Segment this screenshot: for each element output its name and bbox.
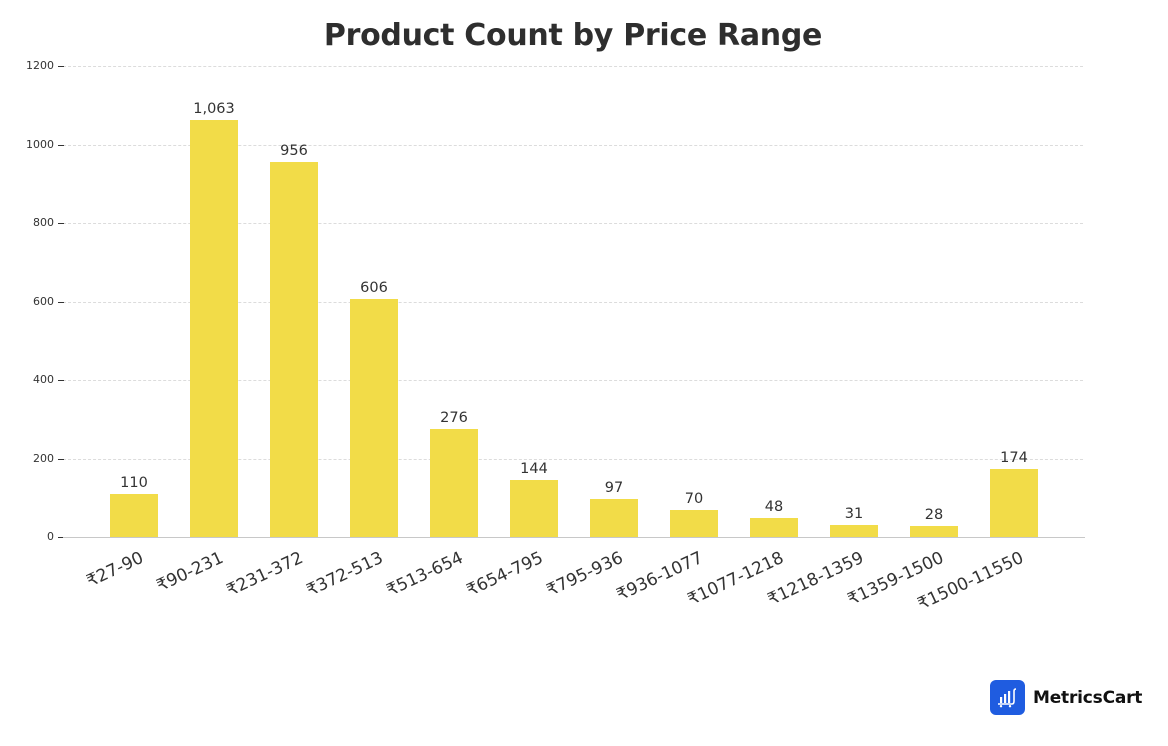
bar-value-label: 606 [360, 280, 388, 297]
x-tick-label: ₹90-231 [153, 548, 227, 597]
bar[interactable] [510, 480, 558, 537]
bar-value-label: 48 [764, 499, 784, 516]
bar-value-label: 1,063 [193, 100, 235, 117]
y-tick-mark [58, 145, 64, 146]
x-tick-label: ₹231-372 [223, 548, 307, 601]
bar[interactable] [350, 299, 398, 537]
y-tick-label: 1000 [26, 138, 54, 151]
y-tick-label: 1200 [26, 59, 54, 72]
bar-value-label: 70 [684, 490, 704, 507]
bar-value-label: 956 [280, 142, 308, 159]
gridline [63, 302, 1083, 303]
x-axis-line [63, 537, 1085, 538]
y-tick-mark [58, 223, 64, 224]
y-tick-label: 800 [33, 216, 54, 229]
y-tick-mark [58, 380, 64, 381]
bar[interactable] [270, 161, 318, 537]
bar-value-label: 97 [604, 479, 624, 496]
y-tick-label: 0 [47, 530, 54, 543]
bar[interactable] [670, 509, 718, 537]
x-tick-label: ₹795-936 [543, 548, 627, 601]
bar-value-label: 110 [120, 474, 148, 491]
bar-value-label: 144 [520, 461, 548, 478]
gridline [63, 223, 1083, 224]
gridline [63, 380, 1083, 381]
y-tick-mark [58, 302, 64, 303]
bar[interactable] [590, 498, 638, 537]
gridline [63, 459, 1083, 460]
x-tick-label: ₹654-795 [463, 548, 547, 601]
bar[interactable] [910, 526, 958, 537]
chart-title: Product Count by Price Range [323, 18, 823, 53]
bar[interactable] [830, 524, 878, 537]
gridline [63, 66, 1083, 67]
bar-value-label: 31 [844, 505, 864, 522]
bar[interactable] [110, 493, 158, 537]
brand-logo: MetricsCart [990, 680, 1142, 715]
y-tick-mark [58, 459, 64, 460]
y-tick-label: 200 [33, 452, 54, 465]
bar-value-label: 174 [1000, 449, 1028, 466]
y-tick-mark [58, 66, 64, 67]
x-tick-label: ₹513-654 [383, 548, 467, 601]
x-tick-label: ₹372-513 [303, 548, 387, 601]
bar[interactable] [990, 468, 1038, 537]
bar-chart-cart-icon [990, 680, 1025, 715]
brand-name: MetricsCart [1033, 687, 1143, 708]
bar-value-label: 28 [924, 507, 944, 523]
y-tick-label: 400 [33, 373, 54, 386]
gridline [63, 145, 1083, 146]
x-tick-label: ₹27-90 [83, 548, 147, 592]
bar[interactable] [190, 119, 238, 537]
y-tick-label: 600 [33, 295, 54, 308]
bar[interactable] [430, 428, 478, 537]
bar-value-label: 276 [440, 409, 468, 426]
bar[interactable] [750, 518, 798, 537]
y-tick-mark [58, 537, 64, 538]
